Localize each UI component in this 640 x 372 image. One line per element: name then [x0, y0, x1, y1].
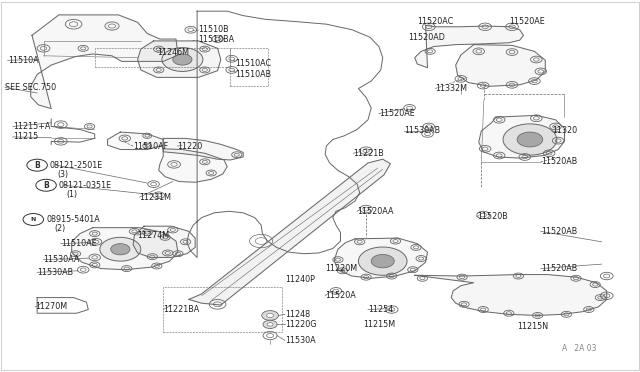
Polygon shape [72, 228, 178, 270]
Text: 11231M: 11231M [140, 193, 172, 202]
Text: 11215+A: 11215+A [13, 122, 50, 131]
Text: 11510AC: 11510AC [236, 59, 271, 68]
Text: 11530A: 11530A [285, 336, 316, 345]
Text: 11520AE: 11520AE [379, 109, 415, 118]
Text: 11270M: 11270M [35, 302, 67, 311]
Text: 11520AD: 11520AD [408, 33, 445, 42]
Text: 11510BA: 11510BA [198, 35, 234, 44]
Text: 11510AE: 11510AE [61, 239, 97, 248]
Polygon shape [415, 275, 607, 315]
Text: 11215N: 11215N [517, 322, 548, 331]
Text: 11215M: 11215M [364, 320, 396, 329]
Text: 11332M: 11332M [435, 84, 467, 93]
Polygon shape [479, 115, 564, 158]
Circle shape [162, 48, 203, 71]
Polygon shape [189, 159, 390, 305]
Text: 11530AB: 11530AB [404, 126, 440, 135]
Polygon shape [138, 41, 221, 77]
Text: 11254: 11254 [368, 305, 393, 314]
Circle shape [503, 124, 557, 155]
Text: 11520AB: 11520AB [541, 157, 577, 166]
Circle shape [100, 237, 141, 261]
Polygon shape [456, 45, 545, 86]
Text: 11220M: 11220M [325, 264, 357, 273]
Text: 11520AE: 11520AE [509, 17, 545, 26]
Text: 11510AB: 11510AB [236, 70, 271, 79]
Text: 08121-2501E: 08121-2501E [50, 161, 103, 170]
Text: A   2A 03: A 2A 03 [562, 344, 596, 353]
Text: SEE SEC.750: SEE SEC.750 [5, 83, 56, 92]
Text: (3): (3) [58, 170, 68, 179]
Circle shape [371, 254, 394, 268]
Text: 11246M: 11246M [157, 48, 189, 57]
Polygon shape [108, 132, 163, 150]
Text: 11520B: 11520B [477, 212, 508, 221]
Text: 11520AB: 11520AB [541, 227, 577, 236]
Text: 11510AF: 11510AF [133, 142, 168, 151]
Text: (2): (2) [54, 224, 66, 233]
Text: 11220: 11220 [177, 142, 202, 151]
Circle shape [267, 314, 273, 317]
Text: 11240P: 11240P [285, 275, 315, 284]
Text: N: N [31, 217, 36, 222]
Text: 11530AB: 11530AB [37, 268, 73, 277]
Text: B: B [35, 161, 40, 170]
Circle shape [358, 247, 407, 275]
Text: B: B [44, 181, 49, 190]
Polygon shape [415, 25, 524, 68]
Text: 11510B: 11510B [198, 25, 229, 34]
Text: 11320: 11320 [552, 126, 577, 135]
Polygon shape [334, 238, 428, 278]
Text: 11221B: 11221B [353, 149, 384, 158]
Text: (1): (1) [67, 190, 77, 199]
Text: 11510A: 11510A [8, 56, 38, 65]
Text: 11520AA: 11520AA [357, 207, 394, 216]
Circle shape [262, 311, 278, 320]
Polygon shape [133, 226, 195, 257]
Polygon shape [163, 138, 243, 160]
Polygon shape [159, 149, 227, 182]
Text: 08121-0351E: 08121-0351E [59, 181, 112, 190]
Text: 11248: 11248 [285, 310, 310, 319]
Circle shape [111, 244, 130, 255]
Text: 11274M: 11274M [138, 231, 170, 240]
Polygon shape [31, 15, 178, 109]
Text: 11220G: 11220G [285, 320, 316, 329]
Text: 11215: 11215 [13, 132, 38, 141]
Text: 08915-5401A: 08915-5401A [46, 215, 100, 224]
Text: 11520A: 11520A [325, 291, 356, 300]
Text: 11520AC: 11520AC [417, 17, 454, 26]
Circle shape [267, 323, 273, 326]
Circle shape [173, 54, 192, 65]
Text: 11530AA: 11530AA [44, 255, 80, 264]
Text: 11221BA: 11221BA [163, 305, 200, 314]
Circle shape [263, 320, 277, 328]
Circle shape [517, 132, 543, 147]
Text: 11520AB: 11520AB [541, 264, 577, 273]
